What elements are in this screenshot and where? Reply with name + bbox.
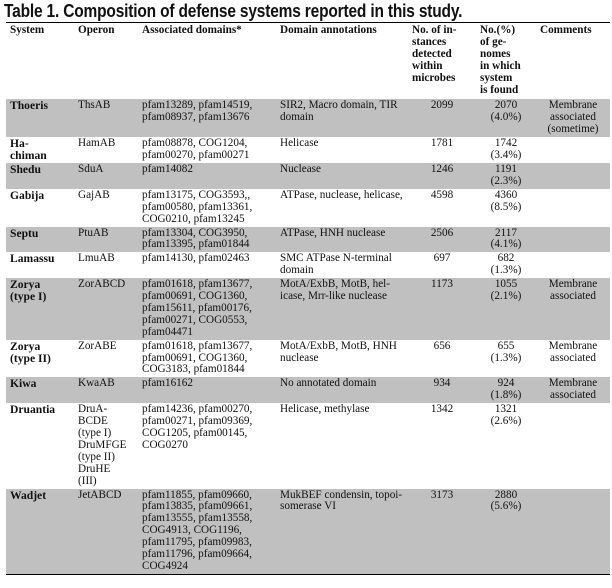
annotations-cell: Helicase <box>280 137 319 150</box>
comments-cell <box>536 488 610 575</box>
system-cell: Wadjet <box>6 488 74 575</box>
genomes-cell: 1742 (3.4%) <box>490 137 522 162</box>
operon-cell: ZorABCD <box>74 278 138 340</box>
instances-cell: 2506 <box>408 226 476 253</box>
col-genomes: No.(%) of ge- nomes in which system is f… <box>476 22 536 100</box>
table-row: Zorya (type II) ZorABE pfam01618, pfam1367… <box>6 340 610 378</box>
instances-cell: 1173 <box>408 278 476 340</box>
annotations-cell: MotA/ExbB, MotB, hel- icase, Mrr-like nu… <box>276 278 408 340</box>
annotations-cell: Nuclease <box>276 162 408 189</box>
operon-cell: ZorABE <box>78 339 117 352</box>
domains-cell: pfam14130, pfam02463 <box>142 252 250 265</box>
genomes-cell: 2880 (5.6%) <box>476 488 536 575</box>
operon-cell: HamAB <box>78 137 116 150</box>
domains-cell: pfam14082 <box>138 162 276 189</box>
table-row: Thoeris ThsAB pfam13289, pfam14519, pfam08… <box>6 99 610 138</box>
system-cell: Zorya (type II) <box>10 339 51 365</box>
comments-cell: Membrane associated <box>536 278 610 340</box>
table-row: Shedu SduA pfam14082 Nuclease 1246 1191 (2.3%… <box>6 162 610 189</box>
instances-cell: 3173 <box>408 488 476 575</box>
system-cell: Zorya (type I) <box>6 278 74 340</box>
domains-cell: pfam13175, COG3593,, pfam00580, pfam1336… <box>142 188 253 225</box>
table-row: Wadjet JetABCD pfam11855, pfam09660, pfam1… <box>6 488 610 575</box>
annotations-cell: Helicase, methylase <box>280 403 370 416</box>
system-cell: Druantia <box>10 403 56 417</box>
comments-cell <box>536 162 610 189</box>
table-row: Zorya (type I) ZorABCD pfam01618, pfam1367… <box>6 278 610 340</box>
comments-cell <box>536 252 610 278</box>
comments-cell: Membrane associated <box>548 339 598 364</box>
domains-cell: pfam16162 <box>138 377 276 404</box>
genomes-cell: 2117 (4.1%) <box>476 226 536 253</box>
table-row: Kiwa KwaAB pfam16162 No annotated domain 934… <box>6 377 610 404</box>
system-cell: Ha- chiman <box>10 137 47 163</box>
domains-cell: pfam01618, pfam13677, pfam00691, COG1360… <box>138 278 276 340</box>
genomes-cell: 1321 (2.6%) <box>490 403 522 428</box>
genomes-cell: 1055 (2.1%) <box>476 278 536 340</box>
col-comments: Comments <box>536 22 610 100</box>
instances-cell: 4598 <box>430 188 454 201</box>
system-cell: Thoeris <box>6 99 74 138</box>
col-operon: Operon <box>74 22 138 100</box>
instances-cell: 2099 <box>408 99 476 138</box>
operon-cell: KwaAB <box>74 377 138 404</box>
domains-cell: pfam13289, pfam14519, pfam08937, pfam136… <box>138 99 276 138</box>
annotations-cell: No annotated domain <box>276 377 408 404</box>
col-associated-domains: Associated domains* <box>138 22 276 100</box>
domains-cell: pfam08878, COG1204, pfam00270, pfam00271 <box>142 137 250 162</box>
annotations-cell: MukBEF condensin, topoi- somerase VI <box>276 488 408 575</box>
genomes-cell: 655 (1.3%) <box>490 339 522 364</box>
comments-cell <box>536 226 610 253</box>
system-cell: Lamassu <box>10 252 55 266</box>
instances-cell: 656 <box>433 339 451 352</box>
system-cell: Kiwa <box>6 377 74 404</box>
genomes-cell: 682 (1.3%) <box>490 252 522 277</box>
genomes-cell: 924 (1.8%) <box>476 377 536 404</box>
annotations-cell: SIR2, Macro domain, TIR domain <box>276 99 408 138</box>
operon-cell: DruA- BCDE (type I) DruMFGE (type II) Dr… <box>78 403 127 487</box>
operon-cell: PtuAB <box>74 226 138 253</box>
comments-cell <box>536 403 610 488</box>
annotations-cell: SMC ATPase N-terminal domain <box>280 252 392 277</box>
comments-cell: Membrane associated <box>536 377 610 404</box>
annotations-cell: ATPase, nuclease, helicase, <box>280 188 403 201</box>
col-system: System <box>6 22 74 100</box>
operon-cell: SduA <box>74 162 138 189</box>
defense-systems-table: System Operon Associated domains* Domain… <box>6 22 610 575</box>
table-row: Septu PtuAB pfam13304, COG3950, pfam13395,… <box>6 226 610 253</box>
instances-cell: 934 <box>408 377 476 404</box>
system-cell: Gabija <box>10 188 45 202</box>
table-title: Table 1. Composition of defense systems … <box>4 1 463 21</box>
domains-cell: pfam13304, COG3950, pfam13395, pfam01844 <box>138 226 276 253</box>
instances-cell: 697 <box>433 252 451 265</box>
domains-cell: pfam14236, pfam00270, pfam00271, pfam093… <box>142 403 253 451</box>
col-instances: No. of in- stances detected within micro… <box>408 22 476 100</box>
genomes-cell: 1191 (2.3%) <box>476 162 536 189</box>
domains-cell: pfam01618, pfam13677, pfam00691, COG1360… <box>142 339 253 376</box>
system-cell: Shedu <box>6 162 74 189</box>
comments-cell <box>536 137 610 163</box>
instances-cell: 1342 <box>430 403 454 416</box>
operon-cell: LmuAB <box>78 252 115 265</box>
table-row: Gabija GajAB pfam13175, COG3593,, pfam0058… <box>6 189 610 227</box>
domains-cell: pfam11855, pfam09660, pfam13835, pfam096… <box>138 488 276 575</box>
table-row: Lamassu LmuAB pfam14130, pfam02463 SMC ATPa… <box>6 252 610 278</box>
annotations-cell: ATPase, HNH nuclease <box>276 226 408 253</box>
operon-cell: GajAB <box>78 188 110 201</box>
genomes-cell: 2070 (4.0%) <box>476 99 536 138</box>
comments-cell: Membrane associated (sometime) <box>536 99 610 138</box>
comments-cell <box>536 189 610 227</box>
operon-cell: JetABCD <box>74 488 138 575</box>
genomes-cell: 4360 (8.5%) <box>490 188 522 213</box>
annotations-cell: MotA/ExbB, MotB, HNH nuclease <box>280 339 397 364</box>
table-row: Druantia DruA- BCDE (type I) DruMFGE (typ… <box>6 403 610 488</box>
instances-cell: 1246 <box>408 162 476 189</box>
operon-cell: ThsAB <box>74 99 138 138</box>
header-row: System Operon Associated domains* Domain… <box>6 22 610 100</box>
table-row: Ha- chiman HamAB pfam08878, COG1204, pfam0… <box>6 137 610 163</box>
system-cell: Septu <box>6 226 74 253</box>
col-domain-annotations: Domain annotations <box>276 22 408 100</box>
instances-cell: 1781 <box>430 137 454 150</box>
